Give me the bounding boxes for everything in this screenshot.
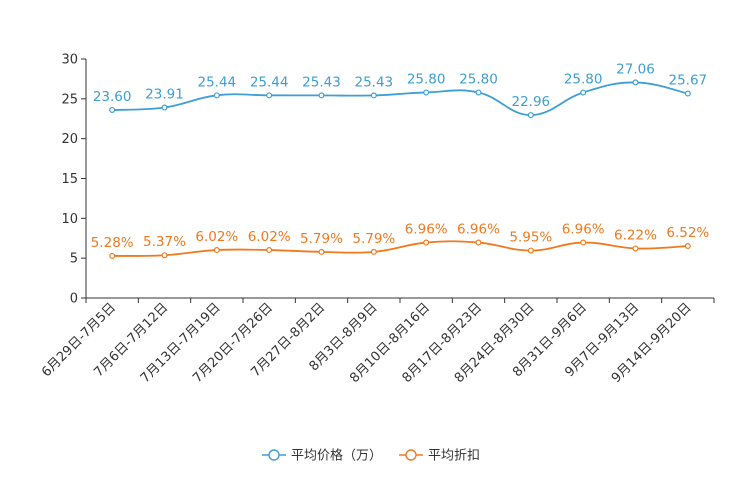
data-label: 23.60 (93, 89, 132, 105)
data-label: 6.96% (457, 222, 500, 238)
data-label: 5.95% (509, 230, 552, 246)
data-point[interactable] (161, 252, 168, 259)
y-tick-label: 5 (70, 252, 78, 267)
series-avg-price: 23.60 23.91 25.44 25.44 25.43 25.43 25.80 25.80… (93, 61, 708, 119)
data-label: 5.37% (143, 234, 186, 250)
data-point[interactable] (527, 247, 534, 254)
data-label: 5.28% (91, 235, 134, 251)
data-point[interactable] (370, 92, 377, 99)
data-label: 25.44 (198, 74, 237, 90)
data-point[interactable] (109, 106, 116, 113)
data-point[interactable] (475, 89, 482, 96)
data-label: 25.67 (669, 72, 708, 88)
data-point[interactable] (684, 90, 691, 97)
data-point[interactable] (580, 239, 587, 246)
data-point[interactable] (527, 112, 534, 119)
series-line (112, 81, 689, 116)
data-label: 5.79% (300, 231, 343, 247)
data-point[interactable] (213, 92, 220, 99)
data-point[interactable] (266, 247, 273, 254)
data-point[interactable] (475, 239, 482, 246)
data-label: 5.79% (352, 231, 395, 247)
data-point[interactable] (266, 92, 273, 99)
series-avg-discount: 5.28% 5.37% 6.02% 6.02% 5.79% 5.79% 6.96% 6.96%… (91, 222, 709, 259)
data-point[interactable] (318, 92, 325, 99)
data-label: 27.06 (616, 61, 655, 77)
y-tick-label: 25 (61, 92, 78, 107)
plot-area: 23.60 23.91 25.44 25.44 25.43 25.43 25.80 25.80… (91, 61, 709, 259)
x-axis: 6月29日-7月5日7月6日-7月12日7月13日-7月19日7月20日-7月2… (39, 297, 715, 386)
y-tick-label: 10 (61, 212, 78, 227)
data-point[interactable] (580, 89, 587, 96)
data-point[interactable] (423, 89, 430, 96)
data-point[interactable] (423, 239, 430, 246)
data-label: 22.96 (512, 94, 551, 110)
data-label: 23.91 (145, 87, 184, 103)
data-label: 6.52% (666, 225, 709, 241)
data-point[interactable] (632, 245, 639, 252)
data-label: 25.80 (407, 71, 446, 87)
data-label: 25.80 (459, 71, 498, 87)
data-point[interactable] (370, 248, 377, 255)
legend-marker (268, 449, 280, 461)
y-axis: 0 5 10 15 20 25 30 (61, 53, 87, 307)
data-point[interactable] (684, 243, 691, 250)
data-label: 25.43 (302, 74, 341, 90)
data-point[interactable] (109, 252, 116, 259)
data-point[interactable] (318, 248, 325, 255)
legend-marker (405, 449, 417, 461)
legend-item-avg-price[interactable]: 平均价格（万） (262, 448, 382, 464)
data-label: 25.80 (564, 71, 603, 87)
data-label: 6.02% (195, 229, 238, 245)
legend-label: 平均价格（万） (291, 448, 382, 464)
data-label: 25.43 (355, 74, 394, 90)
data-label: 6.96% (405, 222, 448, 238)
data-label: 6.02% (248, 229, 291, 245)
data-label: 6.96% (562, 222, 605, 238)
y-tick-label: 0 (70, 292, 78, 307)
data-point[interactable] (161, 104, 168, 111)
data-point[interactable] (632, 79, 639, 86)
y-tick-label: 20 (61, 132, 78, 147)
y-tick-label: 30 (61, 53, 78, 68)
data-label: 25.44 (250, 74, 289, 90)
legend-item-avg-discount[interactable]: 平均折扣 (399, 449, 480, 464)
data-point[interactable] (213, 247, 220, 254)
series-line (112, 240, 688, 257)
legend[interactable]: 平均价格（万） 平均折扣 (262, 448, 480, 464)
data-label: 6.22% (614, 227, 657, 243)
y-tick-label: 15 (61, 172, 78, 187)
legend-label: 平均折扣 (428, 449, 480, 464)
